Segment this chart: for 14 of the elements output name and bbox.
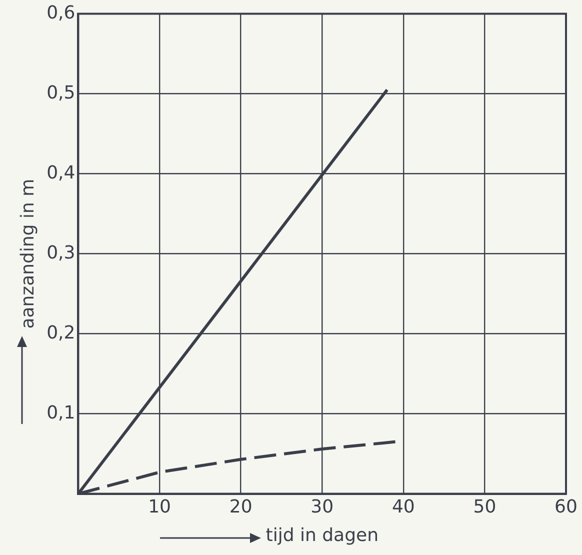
x-tick-label: 40	[392, 496, 415, 518]
y-tick-label: 0,4	[46, 162, 76, 184]
x-tick-label: 20	[229, 496, 252, 518]
y-tick-label: 0,3	[46, 242, 76, 264]
x-tick-label: 10	[148, 496, 171, 518]
y-tick-label: 0,2	[46, 322, 76, 344]
x-tick-label: 60	[554, 496, 578, 518]
y-axis-title: aanzanding in m	[17, 178, 38, 329]
y-tick-label: 0,5	[46, 82, 76, 104]
x-tick-label: 30	[310, 496, 334, 518]
y-tick-label: 0,6	[46, 2, 76, 24]
x-tick-label: 50	[473, 496, 496, 518]
y-tick-label: 0,1	[46, 402, 76, 424]
x-axis-title: tijd in dagen	[266, 524, 378, 546]
